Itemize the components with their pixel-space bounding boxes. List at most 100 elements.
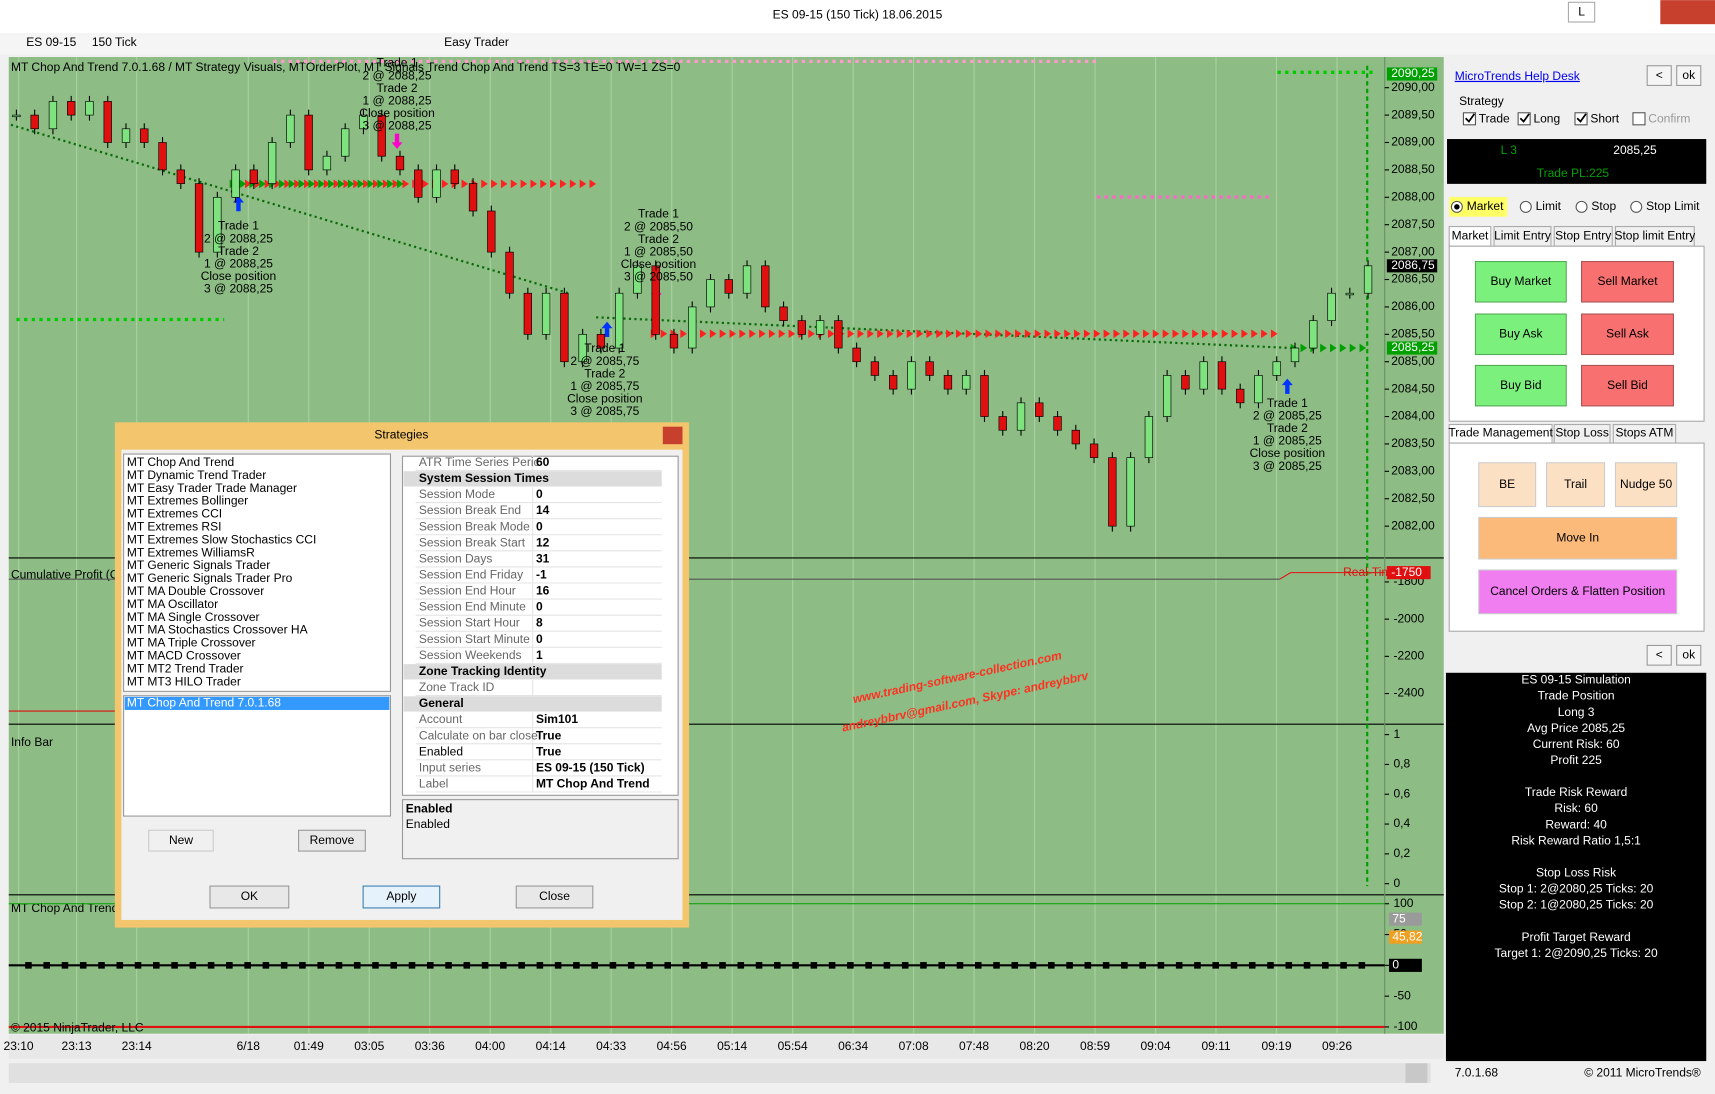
strategy-item[interactable]: MT Chop And Trend: [127, 455, 234, 469]
buy-button[interactable]: [1474, 364, 1567, 407]
sell-button[interactable]: [1581, 260, 1674, 303]
ok-button-label[interactable]: ok: [1682, 68, 1696, 82]
selected-item-label[interactable]: MT Chop And Trend 7.0.1.68: [127, 696, 281, 710]
checkbox-label[interactable]: Short: [1590, 112, 1619, 126]
ok-button-label[interactable]: ok: [1682, 647, 1696, 661]
property-value[interactable]: 16: [536, 584, 550, 598]
apply-button-label[interactable]: Apply: [386, 889, 416, 903]
ok-button[interactable]: [209, 885, 290, 909]
new-button-label[interactable]: New: [169, 833, 193, 847]
scrollbar[interactable]: [8, 1063, 1431, 1083]
property-value[interactable]: True: [536, 744, 562, 758]
help-link[interactable]: MicroTrends Help Desk: [1455, 69, 1581, 83]
strategy-item[interactable]: MT Extremes CCI: [127, 507, 222, 521]
checkbox-label[interactable]: Confirm: [1648, 112, 1690, 126]
back-button[interactable]: [1646, 644, 1672, 666]
property-value[interactable]: Sim101: [536, 712, 578, 726]
back-button-label[interactable]: <: [1656, 647, 1663, 661]
radio[interactable]: [1519, 200, 1532, 213]
strategy-item[interactable]: MT MT2 Trend Trader: [127, 661, 244, 675]
tab-label[interactable]: Trade Management: [1448, 425, 1553, 439]
ok-button-label[interactable]: OK: [241, 889, 258, 903]
strategy-item[interactable]: MT MA Double Crossover: [127, 584, 264, 598]
dialog-close[interactable]: [662, 426, 683, 445]
be-button[interactable]: [1478, 462, 1537, 508]
tab-label[interactable]: Market: [1452, 229, 1489, 243]
buy-button-label[interactable]: Buy Bid: [1500, 378, 1541, 392]
sell-button[interactable]: [1581, 364, 1674, 407]
cancel-button[interactable]: [1478, 569, 1678, 615]
remove-button-label[interactable]: Remove: [310, 833, 355, 847]
radio[interactable]: [1575, 200, 1588, 213]
radio-label[interactable]: Limit: [1536, 199, 1562, 213]
tab-label[interactable]: Stops ATM: [1616, 425, 1674, 439]
close-button[interactable]: [515, 885, 594, 909]
strategy-item[interactable]: MT Extremes WilliamsR: [127, 545, 255, 559]
strategy-item[interactable]: MT MT3 HILO Trader: [127, 674, 241, 688]
easy-trader-button[interactable]: Easy Trader: [444, 35, 509, 49]
scroll-thumb[interactable]: [1405, 1063, 1428, 1083]
back-button[interactable]: [1646, 65, 1672, 86]
move-in-button-label[interactable]: Move In: [1556, 530, 1599, 544]
strategy-item[interactable]: MT Generic Signals Trader Pro: [127, 571, 293, 585]
selected-item[interactable]: [124, 696, 390, 710]
strategy-item[interactable]: MT MA Triple Crossover: [127, 636, 256, 650]
ok-button[interactable]: [1676, 644, 1702, 666]
property-value[interactable]: -1: [536, 568, 547, 582]
strategy-item[interactable]: MT Easy Trader Trade Manager: [127, 481, 297, 495]
buy-button-label[interactable]: Buy Ask: [1499, 326, 1543, 340]
sell-button-label[interactable]: Sell Ask: [1606, 326, 1650, 340]
strategy-item[interactable]: MT Dynamic Trend Trader: [127, 468, 266, 482]
trail-button-label[interactable]: Trail: [1564, 477, 1587, 491]
property-value[interactable]: 0: [536, 600, 543, 614]
buy-button-label[interactable]: Buy Market: [1490, 274, 1551, 288]
tab-label[interactable]: Stop limit Entry: [1614, 229, 1695, 243]
property-value[interactable]: 8: [536, 616, 543, 630]
tab-label[interactable]: Limit Entry: [1494, 229, 1551, 243]
strategy-item[interactable]: MT MA Oscillator: [127, 597, 218, 611]
property-value[interactable]: 60: [536, 455, 550, 469]
strategy-item[interactable]: MT Extremes RSI: [127, 519, 222, 533]
sell-button-label[interactable]: Sell Bid: [1607, 378, 1648, 392]
property-value[interactable]: MT Chop And Trend: [536, 777, 650, 791]
checkbox[interactable]: [1632, 112, 1646, 126]
tab-label[interactable]: Stop Entry: [1555, 229, 1611, 243]
property-value[interactable]: 12: [536, 535, 550, 549]
cancel-button-label[interactable]: Cancel Orders & Flatten Position: [1490, 584, 1665, 598]
strategy-item[interactable]: MT MACD Crossover: [127, 649, 241, 663]
property-value[interactable]: 31: [536, 551, 550, 565]
nudge-button[interactable]: [1614, 462, 1678, 508]
apply-button[interactable]: [362, 885, 441, 909]
radio-label[interactable]: Market: [1467, 199, 1504, 213]
strategy-item[interactable]: MT Extremes Bollinger: [127, 494, 248, 508]
new-button[interactable]: [148, 829, 214, 852]
close-button-label[interactable]: Close: [539, 889, 570, 903]
buy-button[interactable]: [1474, 260, 1567, 303]
sell-button-label[interactable]: Sell Market: [1597, 274, 1658, 288]
back-button-label[interactable]: <: [1656, 68, 1663, 82]
sell-button[interactable]: [1581, 313, 1674, 356]
be-button-label[interactable]: BE: [1499, 477, 1515, 491]
property-value[interactable]: 0: [536, 487, 543, 501]
property-value[interactable]: True: [536, 728, 562, 742]
interval-select[interactable]: 150 Tick: [92, 35, 138, 49]
property-value[interactable]: 0: [536, 519, 543, 533]
property-value[interactable]: 14: [536, 503, 550, 517]
strategy-item[interactable]: MT MA Stochastics Crossover HA: [127, 623, 308, 637]
radio-label[interactable]: Stop: [1591, 199, 1616, 213]
property-value[interactable]: 1: [536, 648, 543, 662]
ok-button[interactable]: [1676, 65, 1702, 86]
trail-button[interactable]: [1546, 462, 1606, 508]
checkbox-label[interactable]: Long: [1533, 112, 1560, 126]
strategy-item[interactable]: MT Extremes Slow Stochastics CCI: [127, 532, 316, 546]
remove-button[interactable]: [298, 829, 366, 852]
property-value[interactable]: ES 09-15 (150 Tick): [536, 760, 645, 774]
buy-button[interactable]: [1474, 313, 1567, 356]
checkbox-label[interactable]: Trade: [1479, 112, 1510, 126]
tab-label[interactable]: Stop Loss: [1555, 425, 1608, 439]
close-window[interactable]: [1660, 0, 1715, 25]
property-value[interactable]: 0: [536, 632, 543, 646]
move-in-button[interactable]: [1478, 516, 1678, 560]
mode-button[interactable]: [1567, 1, 1596, 23]
radio[interactable]: [1630, 200, 1643, 213]
